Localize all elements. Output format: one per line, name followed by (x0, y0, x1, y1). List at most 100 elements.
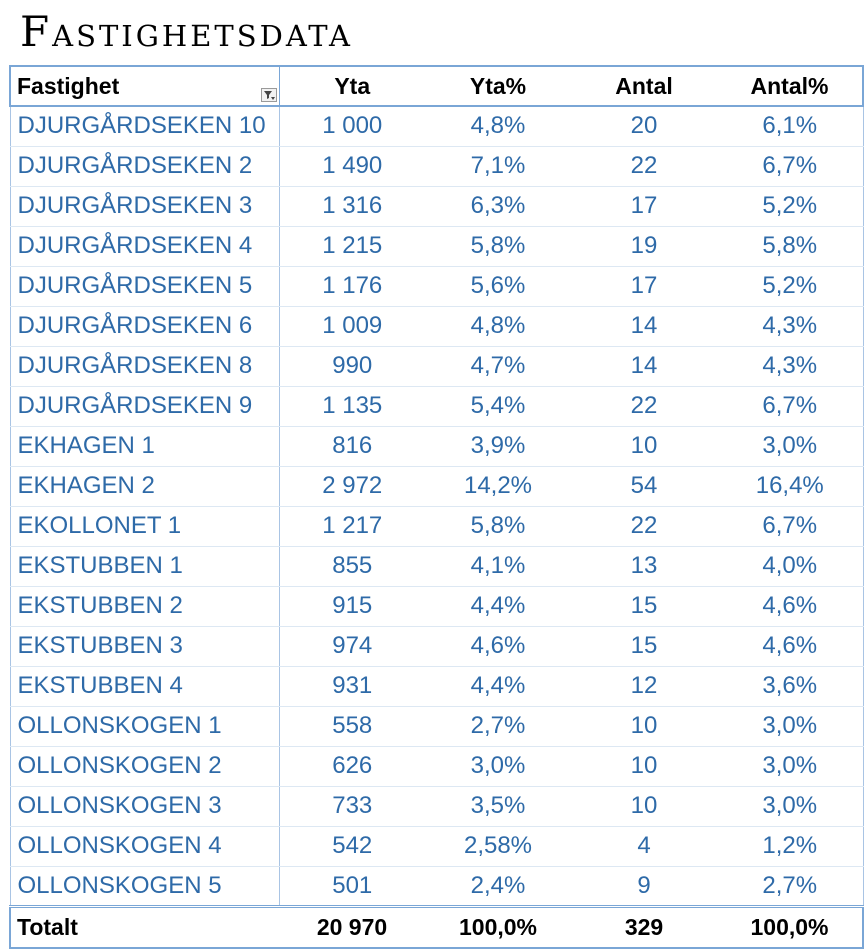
cell-antal[interactable]: 10 (571, 426, 717, 467)
cell-fastighet[interactable]: OLLONSKOGEN 5 (9, 866, 280, 907)
table-row[interactable]: EKSTUBBEN 3 974 4,6% 15 4,6% (9, 626, 864, 667)
cell-antal-percent[interactable]: 5,2% (717, 186, 864, 227)
cell-antal-percent[interactable]: 4,3% (717, 306, 864, 347)
cell-antal-percent[interactable]: 3,0% (717, 786, 864, 827)
cell-yta[interactable]: 931 (279, 666, 425, 707)
cell-antal[interactable]: 19 (571, 226, 717, 267)
cell-yta-percent[interactable]: 4,6% (425, 626, 571, 667)
cell-antal[interactable]: 15 (571, 626, 717, 667)
cell-yta[interactable]: 1 176 (279, 266, 425, 307)
cell-fastighet[interactable]: DJURGÅRDSEKEN 8 (9, 346, 280, 387)
cell-antal-percent[interactable]: 4,6% (717, 586, 864, 627)
cell-yta-percent[interactable]: 5,4% (425, 386, 571, 427)
table-row[interactable]: OLLONSKOGEN 1 558 2,7% 10 3,0% (9, 706, 864, 747)
table-row[interactable]: OLLONSKOGEN 4 542 2,58% 4 1,2% (9, 826, 864, 867)
cell-yta-percent[interactable]: 4,8% (425, 106, 571, 147)
cell-fastighet[interactable]: OLLONSKOGEN 4 (9, 826, 280, 867)
cell-antal-percent[interactable]: 6,1% (717, 106, 864, 147)
cell-antal-percent[interactable]: 4,3% (717, 346, 864, 387)
cell-fastighet[interactable]: DJURGÅRDSEKEN 5 (9, 266, 280, 307)
cell-fastighet[interactable]: EKSTUBBEN 1 (9, 546, 280, 587)
cell-antal-percent[interactable]: 3,0% (717, 426, 864, 467)
cell-fastighet[interactable]: EKOLLONET 1 (9, 506, 280, 547)
cell-antal-percent[interactable]: 4,6% (717, 626, 864, 667)
cell-antal-percent[interactable]: 3,6% (717, 666, 864, 707)
table-row[interactable]: DJURGÅRDSEKEN 10 1 000 4,8% 20 6,1% (9, 106, 864, 147)
cell-yta[interactable]: 542 (279, 826, 425, 867)
cell-antal-percent[interactable]: 5,2% (717, 266, 864, 307)
cell-yta-percent[interactable]: 2,58% (425, 826, 571, 867)
cell-yta-percent[interactable]: 5,8% (425, 506, 571, 547)
cell-antal-percent[interactable]: 3,0% (717, 706, 864, 747)
cell-fastighet[interactable]: DJURGÅRDSEKEN 10 (9, 106, 280, 147)
filter-dropdown-icon[interactable] (260, 88, 277, 102)
cell-yta[interactable]: 915 (279, 586, 425, 627)
cell-antal[interactable]: 22 (571, 146, 717, 187)
cell-yta-percent[interactable]: 3,9% (425, 426, 571, 467)
cell-yta[interactable]: 1 316 (279, 186, 425, 227)
cell-antal-percent[interactable]: 6,7% (717, 146, 864, 187)
cell-antal[interactable]: 17 (571, 186, 717, 227)
cell-antal[interactable]: 10 (571, 786, 717, 827)
cell-fastighet[interactable]: DJURGÅRDSEKEN 9 (9, 386, 280, 427)
table-row[interactable]: OLLONSKOGEN 3 733 3,5% 10 3,0% (9, 786, 864, 827)
cell-fastighet[interactable]: EKHAGEN 2 (9, 466, 280, 507)
cell-yta[interactable]: 501 (279, 866, 425, 907)
cell-yta-percent[interactable]: 2,4% (425, 866, 571, 907)
cell-antal-percent[interactable]: 1,2% (717, 826, 864, 867)
cell-yta-percent[interactable]: 4,4% (425, 586, 571, 627)
cell-yta[interactable]: 1 000 (279, 106, 425, 147)
cell-yta-percent[interactable]: 2,7% (425, 706, 571, 747)
cell-fastighet[interactable]: EKSTUBBEN 3 (9, 626, 280, 667)
cell-fastighet[interactable]: EKSTUBBEN 2 (9, 586, 280, 627)
table-row[interactable]: EKHAGEN 1 816 3,9% 10 3,0% (9, 426, 864, 467)
cell-antal[interactable]: 15 (571, 586, 717, 627)
cell-antal[interactable]: 10 (571, 706, 717, 747)
cell-fastighet[interactable]: OLLONSKOGEN 1 (9, 706, 280, 747)
cell-yta[interactable]: 626 (279, 746, 425, 787)
cell-yta[interactable]: 2 972 (279, 466, 425, 507)
cell-antal-percent[interactable]: 16,4% (717, 466, 864, 507)
header-fastighet[interactable]: Fastighet (9, 65, 280, 107)
cell-antal[interactable]: 13 (571, 546, 717, 587)
cell-antal-percent[interactable]: 4,0% (717, 546, 864, 587)
cell-yta-percent[interactable]: 6,3% (425, 186, 571, 227)
cell-antal[interactable]: 22 (571, 506, 717, 547)
table-row[interactable]: EKSTUBBEN 1 855 4,1% 13 4,0% (9, 546, 864, 587)
cell-yta[interactable]: 1 009 (279, 306, 425, 347)
cell-antal[interactable]: 54 (571, 466, 717, 507)
cell-fastighet[interactable]: DJURGÅRDSEKEN 6 (9, 306, 280, 347)
cell-yta-percent[interactable]: 5,8% (425, 226, 571, 267)
cell-fastighet[interactable]: DJURGÅRDSEKEN 4 (9, 226, 280, 267)
table-row[interactable]: DJURGÅRDSEKEN 8 990 4,7% 14 4,3% (9, 346, 864, 387)
cell-yta[interactable]: 855 (279, 546, 425, 587)
cell-antal[interactable]: 14 (571, 306, 717, 347)
cell-antal[interactable]: 4 (571, 826, 717, 867)
cell-fastighet[interactable]: DJURGÅRDSEKEN 3 (9, 186, 280, 227)
cell-yta[interactable]: 733 (279, 786, 425, 827)
table-row[interactable]: OLLONSKOGEN 2 626 3,0% 10 3,0% (9, 746, 864, 787)
cell-fastighet[interactable]: OLLONSKOGEN 2 (9, 746, 280, 787)
cell-antal-percent[interactable]: 6,7% (717, 386, 864, 427)
cell-yta-percent[interactable]: 7,1% (425, 146, 571, 187)
cell-yta[interactable]: 1 135 (279, 386, 425, 427)
cell-yta[interactable]: 1 490 (279, 146, 425, 187)
cell-antal[interactable]: 14 (571, 346, 717, 387)
cell-yta[interactable]: 1 217 (279, 506, 425, 547)
cell-antal-percent[interactable]: 6,7% (717, 506, 864, 547)
cell-fastighet[interactable]: OLLONSKOGEN 3 (9, 786, 280, 827)
cell-yta-percent[interactable]: 4,7% (425, 346, 571, 387)
cell-yta-percent[interactable]: 3,0% (425, 746, 571, 787)
cell-antal[interactable]: 9 (571, 866, 717, 907)
cell-yta[interactable]: 974 (279, 626, 425, 667)
cell-yta[interactable]: 990 (279, 346, 425, 387)
cell-antal[interactable]: 17 (571, 266, 717, 307)
cell-antal-percent[interactable]: 5,8% (717, 226, 864, 267)
cell-yta[interactable]: 1 215 (279, 226, 425, 267)
cell-yta[interactable]: 816 (279, 426, 425, 467)
